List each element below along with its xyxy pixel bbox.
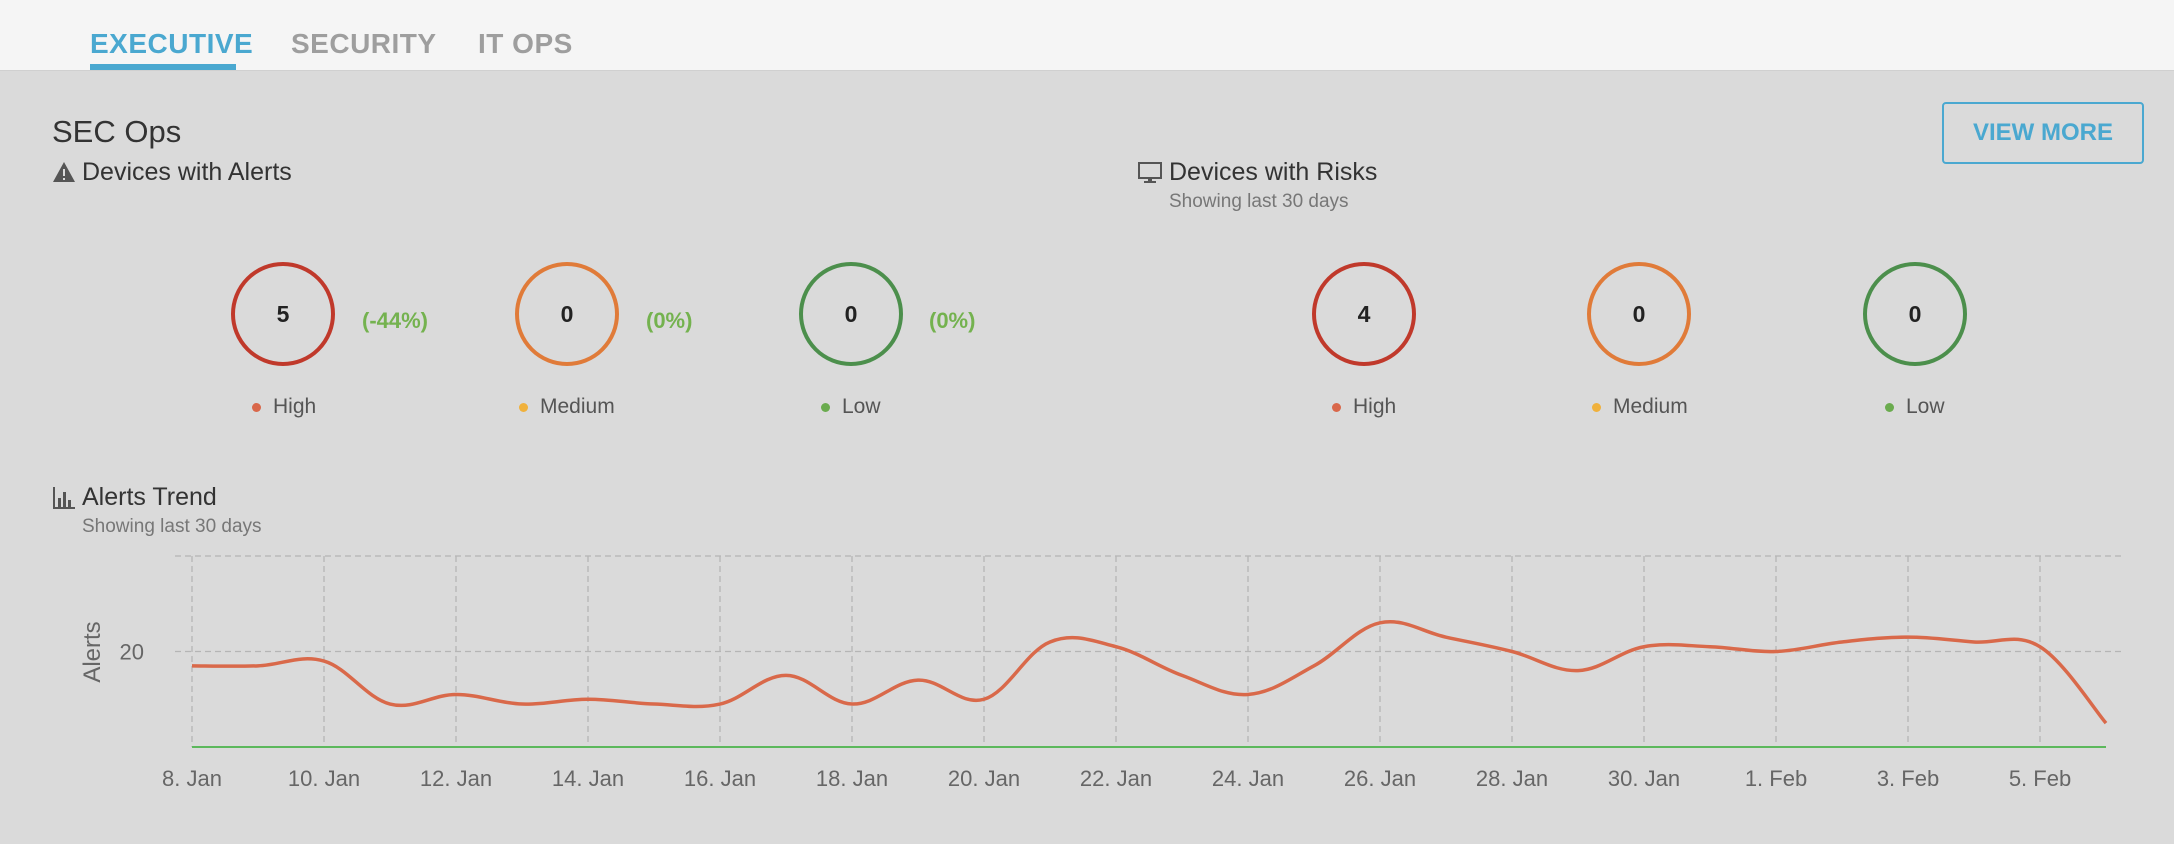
x-tick-label: 10. Jan (288, 766, 360, 791)
monitor-icon (1138, 161, 1162, 190)
x-tick-label: 22. Jan (1080, 766, 1152, 791)
x-tick-label: 20. Jan (948, 766, 1020, 791)
x-tick-label: 8. Jan (162, 766, 222, 791)
tab-bar: EXECUTIVE SECURITY IT OPS (0, 0, 2174, 71)
medium-dot-icon (519, 402, 528, 412)
alerts-high-legend: High (252, 395, 316, 419)
alerts-low-legend: Low (821, 395, 881, 419)
x-tick-label: 3. Feb (1877, 766, 1939, 791)
trend-title: Alerts Trend (82, 483, 217, 511)
risks-high-label: High (1353, 395, 1397, 418)
alerts-medium-legend: Medium (519, 395, 615, 419)
high-dot-icon (252, 402, 261, 412)
alerts-high-label: High (273, 395, 317, 418)
risks-low-ring[interactable]: 0 (1863, 262, 1967, 366)
tab-security[interactable]: SECURITY (291, 28, 437, 59)
bar-chart-icon (52, 486, 76, 515)
risks-medium-legend: Medium (1592, 395, 1688, 419)
alerts-low-delta: (0%) (929, 308, 976, 333)
x-tick-label: 18. Jan (816, 766, 888, 791)
view-more-button[interactable]: VIEW MORE (1942, 102, 2144, 164)
tab-it-ops[interactable]: IT OPS (478, 28, 573, 59)
x-tick-label: 30. Jan (1608, 766, 1680, 791)
x-tick-label: 14. Jan (552, 766, 624, 791)
x-tick-label: 5. Feb (2009, 766, 2071, 791)
alerts-low-ring[interactable]: 0 (799, 262, 903, 366)
low-dot-icon (821, 402, 830, 412)
risks-panel-title: Devices with Risks (1169, 158, 1378, 186)
risks-high-legend: High (1332, 395, 1396, 419)
medium-dot-icon (1592, 402, 1601, 412)
alerts-medium-label: Medium (540, 395, 615, 418)
x-tick-label: 16. Jan (684, 766, 756, 791)
x-tick-label: 24. Jan (1212, 766, 1284, 791)
alerts-medium-delta: (0%) (646, 308, 693, 333)
tab-executive[interactable]: EXECUTIVE (90, 28, 254, 59)
warning-icon (52, 161, 76, 188)
x-tick-label: 1. Feb (1745, 766, 1807, 791)
section-title: SEC Ops (52, 114, 182, 149)
risks-panel-subtitle: Showing last 30 days (1169, 191, 1349, 212)
y-tick-label: 20 (120, 640, 144, 665)
high-dot-icon (1332, 402, 1341, 412)
risks-medium-label: Medium (1613, 395, 1688, 418)
risks-low-legend: Low (1885, 395, 1945, 419)
x-tick-label: 26. Jan (1344, 766, 1416, 791)
series-alerts-line (191, 620, 2108, 725)
alerts-low-label: Low (842, 395, 881, 418)
x-tick-label: 28. Jan (1476, 766, 1548, 791)
low-dot-icon (1885, 402, 1894, 412)
risks-high-ring[interactable]: 4 (1312, 262, 1416, 366)
risks-low-label: Low (1906, 395, 1945, 418)
alerts-medium-ring[interactable]: 0 (515, 262, 619, 366)
risks-medium-ring[interactable]: 0 (1587, 262, 1691, 366)
alerts-high-delta: (-44%) (362, 308, 429, 333)
alerts-high-ring[interactable]: 5 (231, 262, 335, 366)
y-axis-label: Alerts (79, 621, 106, 682)
x-tick-label: 12. Jan (420, 766, 492, 791)
alerts-panel-title: Devices with Alerts (82, 158, 292, 186)
trend-subtitle: Showing last 30 days (82, 516, 262, 537)
active-tab-indicator (90, 64, 236, 70)
